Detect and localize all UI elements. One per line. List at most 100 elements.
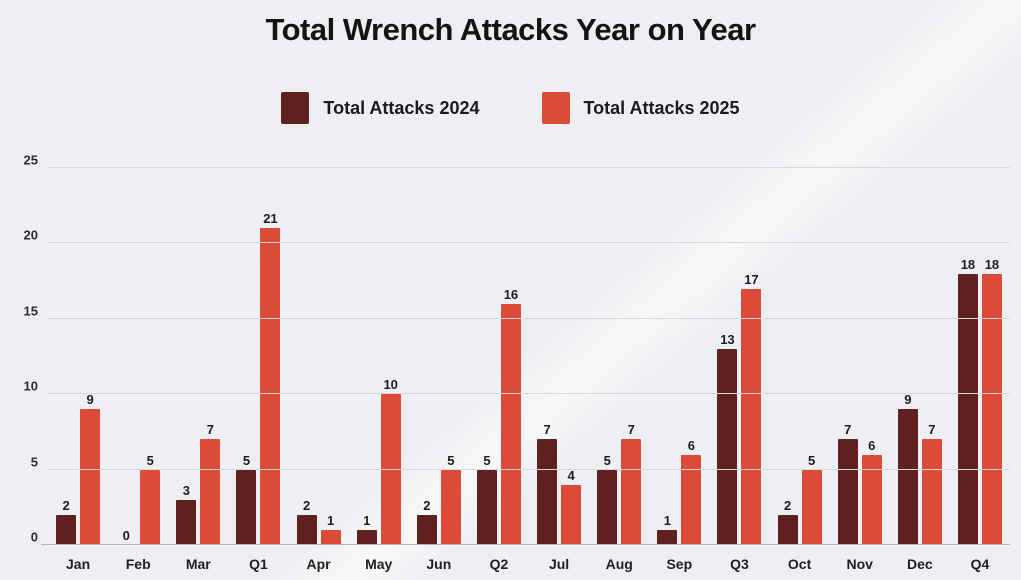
chart-title: Total Wrench Attacks Year on Year [265, 12, 756, 47]
value-label-feb-2025: 5 [146, 452, 154, 468]
bar-wrap: 2 [296, 168, 317, 545]
value-label-aug-2024: 5 [603, 452, 611, 468]
legend: Total Attacks 2024 Total Attacks 2025 [0, 92, 1021, 124]
bar-q2-2025 [500, 303, 521, 545]
value-label-q2-2025: 16 [503, 286, 519, 302]
bar-nov-2025 [861, 454, 882, 545]
y-tick-label-10: 10 [23, 378, 38, 394]
bar-aug-2024 [597, 469, 618, 545]
bar-wrap: 2 [416, 168, 437, 545]
bar-wrap: 0 [116, 168, 136, 545]
gridline-y15 [48, 317, 1010, 319]
value-label-apr-2024: 2 [302, 497, 311, 513]
value-label-nov-2024: 7 [844, 422, 852, 438]
y-tick-label-5: 5 [30, 454, 38, 470]
bar-q3-2025 [741, 288, 762, 545]
value-label-dec-2025: 7 [928, 422, 936, 438]
bar-group-may: 1 10 [349, 168, 409, 545]
bar-wrap: 3 [176, 168, 197, 545]
x-label-may: May [365, 556, 393, 572]
bar-sep-2024 [657, 529, 678, 545]
x-axis-labels: Jan Feb Mar Q1 Apr May Jun Q2 Jul Aug Sep Q3 Oct Nov D… [48, 556, 1010, 572]
bar-groups: 2 9 0 5 3 7 5 21 2 1 1 10 2 5 5 16 7 4 5 7 1 6 13 17 2 5 7 6 9 7 18 18 [48, 168, 1010, 545]
bar-jan-2024 [56, 514, 77, 545]
y-tick-label-20: 20 [23, 227, 38, 243]
x-label-oct: Oct [787, 556, 812, 572]
gridline-y5 [48, 468, 1010, 470]
bar-jun-2024 [416, 514, 437, 545]
x-label-feb: Feb [125, 556, 151, 572]
bar-wrap: 21 [260, 168, 281, 545]
value-label-jan-2024: 2 [62, 497, 70, 513]
x-label-sep: Sep [666, 556, 693, 572]
gridline-y25 [48, 167, 1010, 168]
bar-apr-2025 [320, 529, 341, 545]
x-label-nov: Nov [846, 556, 873, 572]
bar-wrap: 7 [921, 168, 942, 545]
bar-jul-2024 [537, 439, 558, 545]
bar-jan-2025 [80, 409, 101, 545]
value-label-mar-2025: 7 [206, 422, 214, 438]
legend-label-2024: Total Attacks 2024 [323, 97, 480, 118]
bar-group-q1: 5 21 [228, 168, 288, 545]
value-label-sep-2025: 6 [687, 437, 695, 453]
bar-wrap: 13 [717, 168, 738, 545]
value-label-feb-2024: 0 [122, 528, 130, 543]
x-label-q2: Q2 [489, 556, 509, 572]
value-label-oct-2024: 2 [783, 497, 792, 513]
bar-apr-2024 [296, 514, 317, 545]
bar-wrap: 17 [741, 168, 762, 545]
bar-group-q3: 13 17 [709, 168, 769, 545]
bar-q1-2025 [260, 228, 281, 545]
bar-wrap: 6 [861, 168, 882, 545]
y-tick-label-0: 0 [30, 529, 38, 545]
value-label-apr-2025: 1 [326, 512, 335, 528]
value-label-jun-2025: 5 [447, 452, 455, 468]
x-axis-baseline [41, 544, 1010, 545]
value-label-jan-2025: 9 [86, 392, 94, 408]
bar-wrap: 18 [981, 168, 1002, 545]
value-label-jul-2024: 7 [543, 422, 551, 438]
bar-q4-2024 [957, 273, 978, 545]
x-label-jul: Jul [548, 556, 570, 572]
plot-area: 2 9 0 5 3 7 5 21 2 1 1 10 2 5 5 16 7 4 5 7 1 6 13 17 2 5 7 6 9 7 18 18 … [24, 153, 1010, 545]
bar-dec-2024 [897, 409, 918, 545]
value-label-nov-2025: 6 [868, 437, 876, 453]
bar-mar-2025 [200, 439, 221, 545]
x-label-q1: Q1 [249, 556, 268, 572]
bar-oct-2024 [777, 514, 798, 545]
legend-swatch-2025-icon [541, 92, 570, 124]
value-label-q1-2024: 5 [242, 452, 251, 468]
x-label-q4: Q4 [970, 556, 990, 572]
bar-wrap: 4 [561, 168, 582, 545]
x-label-jan: Jan [66, 556, 91, 572]
bar-wrap: 5 [476, 168, 497, 545]
y-tick-label-15: 15 [23, 303, 38, 319]
value-label-mar-2024: 3 [182, 482, 190, 498]
bar-group-q2: 5 16 [469, 168, 529, 545]
value-label-q4-2024: 18 [960, 256, 976, 272]
value-label-jun-2024: 2 [423, 497, 431, 513]
x-label-apr: Apr [306, 556, 331, 572]
bar-q2-2024 [476, 469, 497, 545]
bar-jul-2025 [561, 484, 582, 545]
bar-q4-2025 [981, 273, 1002, 545]
bar-wrap: 10 [380, 168, 401, 545]
bar-dec-2025 [921, 439, 942, 545]
bar-aug-2025 [621, 439, 642, 545]
value-label-oct-2025: 5 [807, 452, 816, 468]
y-tick-label-25: 25 [23, 152, 38, 168]
bar-wrap: 7 [537, 168, 558, 545]
value-label-dec-2024: 9 [904, 392, 912, 408]
bar-may-2024 [356, 529, 377, 545]
bar-wrap: 9 [80, 168, 101, 545]
x-label-aug: Aug [605, 556, 633, 572]
value-label-q4-2025: 18 [984, 256, 1000, 272]
value-label-jul-2025: 4 [567, 467, 575, 483]
value-label-q1-2025: 21 [263, 211, 278, 227]
